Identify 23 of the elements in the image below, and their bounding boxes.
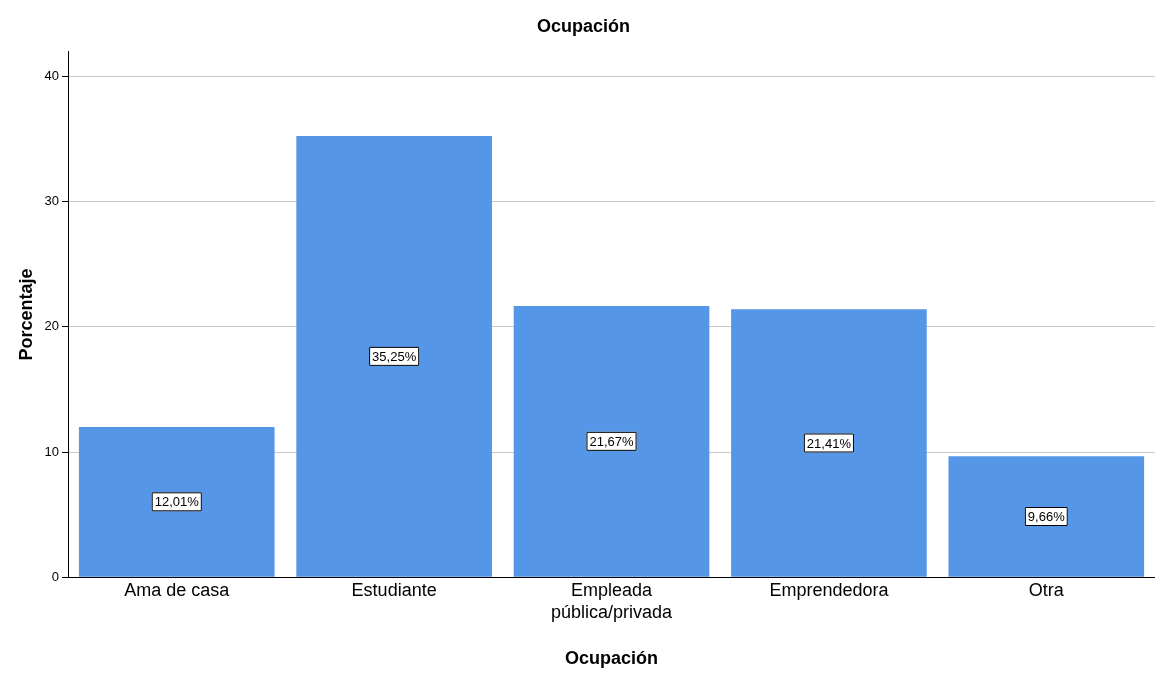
x-tick-label: Ama de casa (124, 579, 231, 600)
x-tick-label: Emprendedora (769, 579, 890, 600)
bar (296, 136, 492, 577)
chart-title: Ocupación (536, 15, 631, 36)
x-axis-title: Ocupación (565, 648, 659, 669)
bar (78, 426, 275, 577)
x-tick-label: Estudiante (351, 579, 437, 600)
x-tick-label: Empleada pública/privada (550, 579, 674, 622)
data-label: 9,66% (1027, 509, 1066, 525)
y-tick-label: 10 (44, 443, 60, 459)
bar (731, 309, 927, 577)
y-tick-label: 30 (44, 193, 60, 209)
data-label: 35,25% (372, 348, 417, 364)
bar (948, 456, 1145, 577)
data-label: 21,67% (589, 433, 635, 449)
data-label: 12,01% (154, 494, 200, 510)
y-tick-label: 20 (44, 318, 60, 334)
bar (513, 306, 710, 577)
x-tick-label: Otra (1028, 579, 1065, 600)
data-label: 21,41% (806, 435, 852, 451)
y-tick-label: 40 (44, 68, 60, 84)
y-axis-title: Porcentaje (15, 268, 36, 361)
y-tick-label: 0 (51, 568, 60, 584)
